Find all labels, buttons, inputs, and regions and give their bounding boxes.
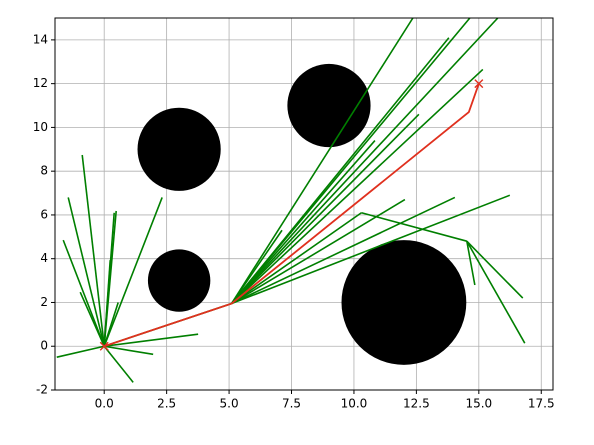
x-tick-label: 15.0: [465, 397, 492, 411]
y-tick-label: 12: [33, 76, 48, 90]
tree-edge: [230, 140, 376, 305]
tree-edge: [56, 345, 105, 358]
y-tick-label: 14: [33, 32, 48, 46]
y-tick-label: 8: [40, 164, 48, 178]
tree-edge: [103, 345, 134, 383]
axes-frame: [54, 17, 554, 391]
x-tick-label: 2.5: [157, 397, 176, 411]
tree-edge: [466, 240, 524, 299]
tree-edge: [79, 291, 105, 347]
tree-edge: [466, 241, 476, 286]
x-tick-label: 5.0: [220, 397, 239, 411]
tree-edge: [103, 197, 163, 347]
plot-area: [56, 18, 526, 383]
tree-edge: [81, 154, 105, 347]
x-tick-label: 17.5: [528, 397, 555, 411]
tree-edge: [230, 18, 414, 304]
tree-edge: [103, 260, 111, 347]
x-tick-label: 12.5: [403, 397, 430, 411]
obstacle: [147, 249, 211, 312]
tree-edge: [104, 345, 154, 356]
tree-edge: [230, 18, 499, 305]
tree-edge: [231, 194, 511, 305]
tree-edge: [62, 239, 105, 347]
tree-edge: [231, 68, 484, 305]
x-tick-label: 0.0: [95, 397, 114, 411]
y-tick-label: 2: [40, 295, 48, 309]
tree-edge: [231, 113, 420, 305]
tree-edge: [67, 197, 105, 347]
y-tick-label: 10: [33, 120, 48, 134]
tree-edge: [361, 211, 468, 242]
x-tick-label: 7.5: [282, 397, 301, 411]
tree-edge: [231, 196, 456, 305]
y-tick-label: -2: [36, 383, 48, 397]
x-tick-label: 10.0: [341, 397, 368, 411]
path-endpoint: [99, 341, 109, 351]
path-endpoint: [474, 79, 484, 89]
path-line: [103, 83, 480, 348]
obstacle: [137, 107, 221, 191]
tree-edge: [103, 302, 119, 347]
tree-edge: [231, 212, 362, 305]
tree-edge: [230, 18, 471, 305]
obstacle: [341, 240, 467, 365]
y-tick-label: 6: [40, 207, 48, 221]
tree-edge: [466, 240, 526, 344]
y-tick-label: 4: [40, 251, 48, 265]
obstacle: [287, 63, 371, 148]
y-tick-label: 0: [40, 339, 48, 353]
tree-edge: [104, 333, 199, 348]
